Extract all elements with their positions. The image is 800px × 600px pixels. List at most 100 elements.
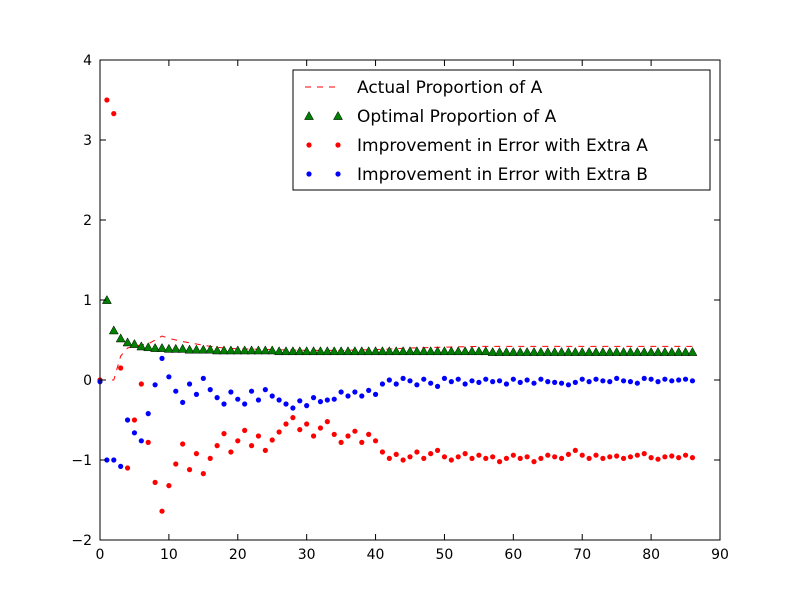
triangle-marker [322,346,333,356]
triangle-marker [653,346,663,356]
dot-marker [159,355,165,361]
dot-marker [517,379,523,385]
dot-marker [676,455,682,461]
triangle-marker [205,344,216,354]
dot-marker [352,428,358,434]
triangle-marker [666,346,677,356]
dot-marker [304,421,310,427]
x-tick-label: 50 [436,547,454,563]
dot-marker [510,452,516,458]
legend-label: Actual Proportion of A [357,78,543,98]
dot-marker [469,378,475,384]
x-tick-label: 90 [711,547,729,563]
dot-marker [524,377,530,383]
dot-marker [221,431,227,437]
dot-marker [145,439,151,445]
triangle-marker [315,346,326,356]
legend-box [292,69,711,191]
triangle-marker [225,345,236,355]
triangle-marker [150,342,161,352]
triangle-marker [260,345,271,355]
triangle-marker [584,346,595,356]
dot-marker [207,387,213,393]
y-tick-label: −2 [71,533,92,549]
dot-marker [421,455,427,461]
dot-marker [558,380,565,386]
y-tick-label: 3 [83,133,92,149]
triangle-marker [446,346,457,356]
dot-marker [359,439,365,445]
dot-marker [517,455,523,461]
dot-marker [317,399,324,405]
triangle-marker [473,346,484,356]
dot-marker [614,375,620,381]
x-tick-label: 60 [504,547,522,563]
dot-marker [662,454,668,460]
dot-marker [269,437,275,443]
x-tick-label: 20 [229,547,247,563]
dot-marker [496,459,503,465]
triangle-marker [177,343,188,353]
x-tick-label: 0 [96,547,105,563]
dot-marker [428,451,434,457]
triangle-marker [281,346,291,356]
triangle-marker [212,345,223,355]
dot-marker [428,380,434,386]
dot-marker [180,441,186,447]
triangle-marker [108,325,119,335]
dot-marker [441,375,448,381]
triangle-marker [556,346,567,356]
dot-marker [152,479,158,485]
dot-marker [262,387,268,393]
triangle-marker [418,346,429,356]
dot-marker [242,427,248,433]
dot-marker [600,455,606,461]
y-tick-label: 0 [83,373,92,389]
legend-label: Improvement in Error with Extra A [357,136,648,156]
dot-marker [469,455,475,461]
dot-marker [579,376,585,382]
legend-dot-swatch [335,142,341,148]
dot-marker [118,365,124,371]
dot-marker [538,376,544,382]
dot-marker [407,378,413,384]
triangle-marker [267,345,278,355]
dot-marker [262,447,268,453]
triangle-marker [639,346,650,356]
dot-marker [393,451,399,457]
dot-marker [620,455,627,461]
dot-marker [655,456,661,462]
triangle-marker [329,346,340,356]
dot-marker [255,433,262,439]
dot-marker [180,399,186,405]
dot-marker [207,455,213,461]
dot-marker [400,457,406,463]
dot-marker [545,452,551,458]
legend-entry: Improvement in Error with Extra A [306,136,648,156]
dot-marker [290,405,296,411]
dot-marker [552,379,558,385]
dot-marker [607,379,613,385]
triangle-marker [563,346,574,356]
dot-marker [614,453,620,459]
dot-marker [634,452,640,458]
x-tick-label: 70 [573,547,591,563]
dot-marker [490,379,496,385]
dot-marker [379,449,386,455]
dot-marker [152,382,158,388]
dot-marker [345,393,351,399]
dot-marker [462,381,468,387]
dot-marker [186,467,193,473]
triangle-marker [287,346,298,356]
dot-marker [434,383,441,389]
dot-marker [290,415,296,421]
dot-marker [193,391,200,397]
triangle-marker [163,343,174,353]
series-3 [97,355,696,469]
legend-triangle-swatch [333,110,343,120]
dot-marker [490,454,496,460]
dot-marker [131,417,138,423]
dot-marker [372,438,379,444]
triangle-marker [618,346,629,356]
